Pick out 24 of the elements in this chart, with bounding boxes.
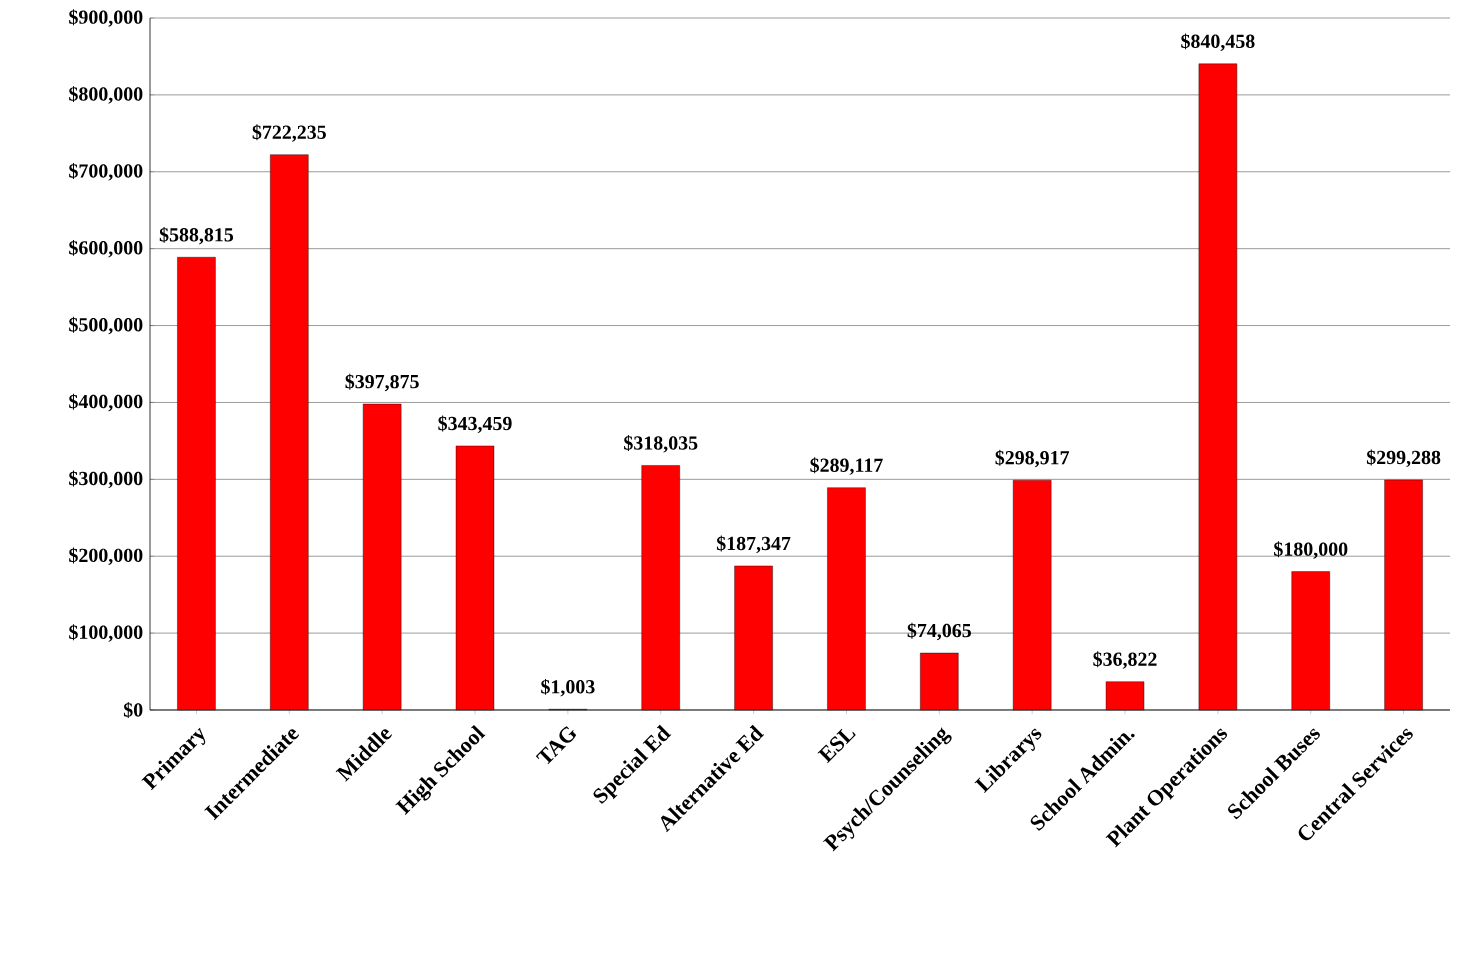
data-label: $318,035 [624, 435, 698, 453]
data-label: $180,000 [1274, 541, 1348, 559]
data-label: $36,822 [1093, 651, 1157, 669]
data-label: $343,459 [438, 415, 512, 434]
y-tick-label: $900,000 [69, 9, 143, 27]
data-label: $187,347 [716, 535, 791, 554]
y-tick-label: $700,000 [69, 163, 143, 181]
data-label: $289,117 [810, 457, 883, 475]
data-label: $299,288 [1366, 449, 1441, 468]
y-tick-label: $400,000 [69, 393, 143, 412]
y-tick-label: $800,000 [69, 86, 143, 104]
data-label: $74,065 [907, 622, 971, 641]
data-label: $1,003 [541, 678, 595, 697]
y-tick-label: $200,000 [69, 547, 143, 565]
data-label: $840,458 [1181, 33, 1255, 51]
data-label: $298,917 [995, 449, 1070, 468]
y-tick-label: $600,000 [69, 239, 143, 258]
y-tick-label: $300,000 [69, 470, 143, 489]
data-label: $588,815 [159, 226, 234, 245]
data-label: $722,235 [252, 124, 326, 142]
data-label: $397,875 [345, 373, 419, 392]
y-tick-label: $500,000 [69, 316, 143, 335]
y-tick-label: $0 [123, 702, 143, 718]
y-tick-label: $100,000 [69, 624, 143, 642]
